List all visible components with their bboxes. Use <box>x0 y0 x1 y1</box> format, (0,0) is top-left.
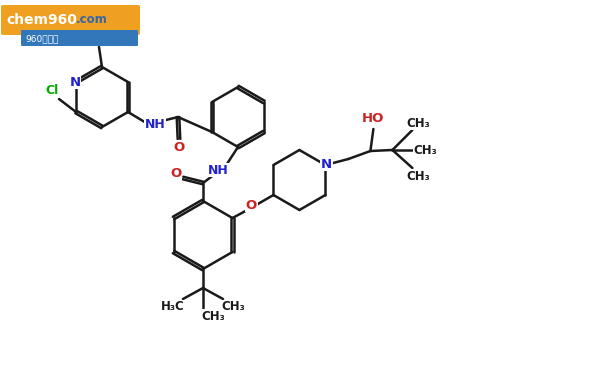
Text: H₃C: H₃C <box>161 300 185 313</box>
Text: O: O <box>246 198 257 211</box>
Text: HO: HO <box>362 112 385 126</box>
Text: CH₃: CH₃ <box>414 144 437 156</box>
Text: 960化工网: 960化工网 <box>25 34 59 43</box>
Text: CH₃: CH₃ <box>407 170 430 183</box>
Text: CH₃: CH₃ <box>407 117 430 129</box>
Text: O: O <box>174 141 185 153</box>
Text: O: O <box>171 166 182 180</box>
Text: NH: NH <box>208 164 228 177</box>
FancyBboxPatch shape <box>21 30 138 46</box>
Text: N: N <box>321 158 332 171</box>
Text: .com: .com <box>76 13 108 26</box>
Text: Cl: Cl <box>45 84 59 98</box>
Text: chem960: chem960 <box>6 12 77 27</box>
Text: N: N <box>70 75 80 88</box>
Text: NH: NH <box>145 117 165 130</box>
FancyBboxPatch shape <box>1 5 140 35</box>
Text: CH₃: CH₃ <box>221 300 245 313</box>
Text: CH₃: CH₃ <box>201 309 225 322</box>
